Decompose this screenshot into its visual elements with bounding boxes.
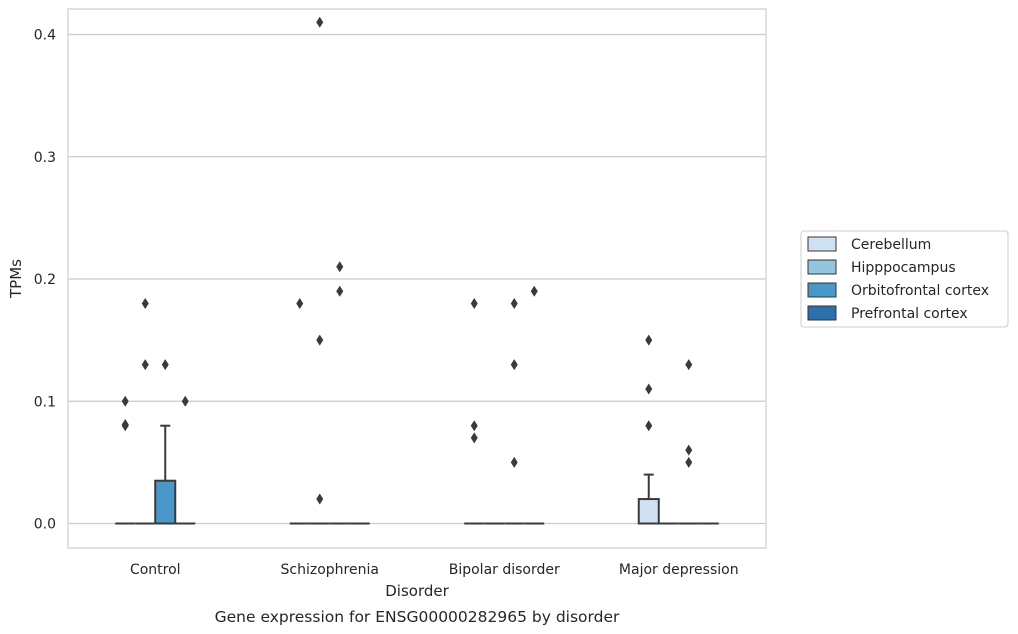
y-tick-label: 0.2 [34, 272, 56, 288]
x-tick-label: Bipolar disorder [449, 562, 560, 578]
legend-swatch [807, 236, 837, 252]
outlier-point [161, 359, 169, 371]
y-tick-labels: 0.0 0.1 0.2 0.3 0.4 [34, 28, 56, 533]
box-rect [154, 479, 177, 525]
outlier-point [316, 334, 324, 346]
outlier-point [510, 297, 518, 309]
outlier-point [685, 359, 693, 371]
x-tick-label: Control [130, 562, 181, 578]
box-orbitofrontal-cortex [154, 424, 177, 525]
outlier-point [470, 420, 478, 432]
plot-frame [67, 8, 767, 549]
outlier-point [181, 395, 189, 407]
outlier-point [510, 359, 518, 371]
box-rect [637, 498, 660, 525]
y-axis-label: TPMs [7, 259, 25, 299]
outliers [121, 16, 693, 505]
outlier-point [470, 297, 478, 309]
outlier-point [645, 420, 653, 432]
outlier-point [645, 383, 653, 395]
outlier-point [685, 456, 693, 468]
outlier-point [316, 16, 324, 28]
outlier-point [470, 432, 478, 444]
outlier-point [336, 285, 344, 297]
legend: Cerebellum Hipppocampus Orbitofrontal cort… [800, 230, 1009, 328]
outlier-point [645, 334, 653, 346]
legend-label: Cerebellum [851, 237, 931, 253]
box-cerebellum [637, 473, 660, 525]
x-tick-label: Major depression [619, 562, 739, 578]
outlier-point [141, 359, 149, 371]
outlier-point [121, 418, 129, 430]
y-tick-label: 0.4 [34, 28, 56, 44]
legend-swatch [807, 282, 837, 298]
outlier-point [336, 261, 344, 273]
x-tick-labels: Control Schizophrenia Bipolar disorder Majo… [130, 562, 739, 578]
outlier-point [510, 456, 518, 468]
outlier-point [685, 444, 693, 456]
y-tick-label: 0.1 [34, 394, 56, 410]
legend-swatch [807, 259, 837, 275]
boxes [115, 424, 719, 525]
x-axis-label: Disorder [385, 582, 449, 600]
legend-label: Orbitofrontal cortex [851, 283, 989, 299]
chart-title: Gene expression for ENSG00000282965 by d… [215, 608, 620, 626]
outlier-point [296, 297, 304, 309]
legend-frame [800, 230, 1009, 328]
outlier-point [141, 297, 149, 309]
x-tick-label: Schizophrenia [281, 562, 379, 578]
grid-lines [68, 33, 766, 525]
outlier-point [121, 395, 129, 407]
legend-label: Hipppocampus [851, 260, 956, 276]
y-tick-label: 0.3 [34, 150, 56, 166]
legend-swatch [807, 305, 837, 321]
y-tick-label: 0.0 [34, 517, 56, 533]
legend-label: Prefrontal cortex [851, 306, 968, 322]
outlier-point [530, 285, 538, 297]
outlier-point [316, 493, 324, 505]
